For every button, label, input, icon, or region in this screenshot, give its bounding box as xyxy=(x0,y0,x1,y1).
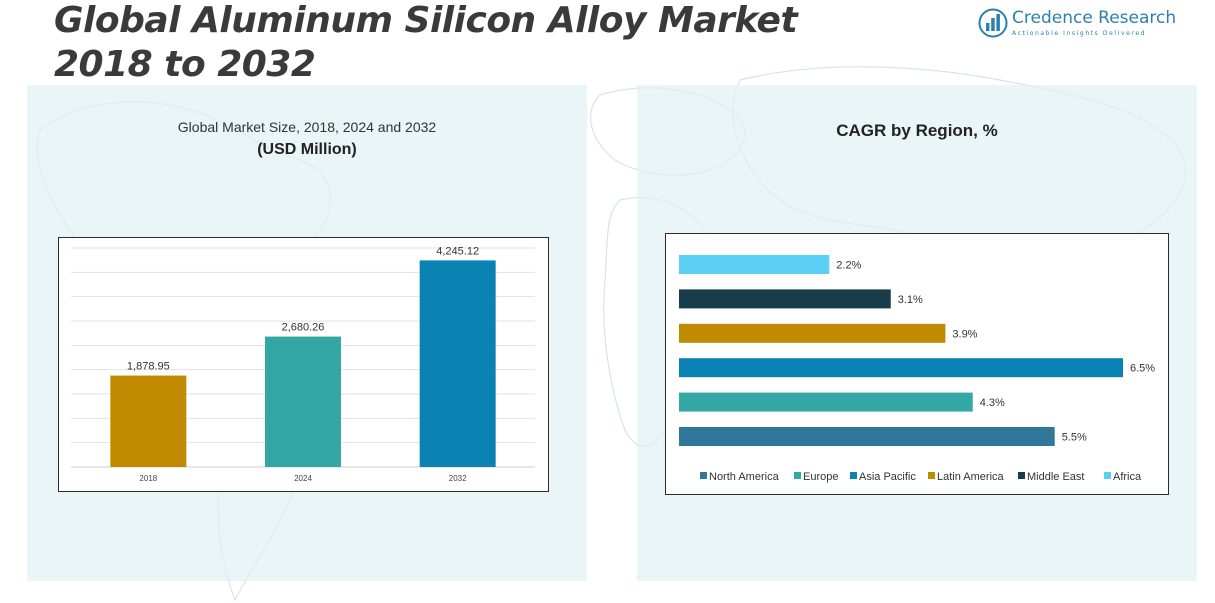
market-size-subtitle: Global Market Size, 2018, 2024 and 2032 xyxy=(177,119,437,135)
legend-item-latin-america[interactable]: Latin America xyxy=(928,470,1004,484)
bar-value-label: 3.1% xyxy=(898,294,923,306)
legend-item-middle-east[interactable]: Middle East xyxy=(1018,470,1084,484)
bar-2032 xyxy=(419,260,496,467)
legend-label: North America xyxy=(709,471,779,483)
logo-name: Credence Research xyxy=(1012,8,1177,28)
x-tick-label: 2024 xyxy=(294,474,312,483)
cagr-legend: North America Europe Asia Pacific Latin Ame… xyxy=(700,470,1141,486)
bar-value-label: 2,680.26 xyxy=(282,322,325,334)
x-tick-label: 2032 xyxy=(449,474,467,483)
market-size-unit: (USD Million) xyxy=(257,141,357,158)
cagr-horizontal-bar-chart: 2.2% 3.1% 3.9% 6.5% 4.3% 5.5% xyxy=(679,255,1155,446)
bar-value-label: 3.9% xyxy=(952,328,977,340)
legend-item-africa[interactable]: Africa xyxy=(1104,470,1141,484)
market-size-bar-chart: 1,878.95 2018 2,680.26 2024 4,245.12 2032 xyxy=(71,245,535,483)
legend-item-asia-pacific[interactable]: Asia Pacific xyxy=(850,470,916,484)
page-title-line-2: 2018 to 2032 xyxy=(54,44,316,85)
bar-value-label: 5.5% xyxy=(1062,432,1087,444)
legend-label: Europe xyxy=(803,471,839,483)
cagr-chart-frame: 2.2% 3.1% 3.9% 6.5% 4.3% 5.5% xyxy=(665,233,1169,495)
bar-africa xyxy=(679,255,830,274)
bar-value-label: 4.3% xyxy=(980,397,1005,409)
x-tick-label: 2018 xyxy=(139,474,157,483)
bar-north-america xyxy=(679,427,1055,446)
bar-europe xyxy=(679,392,973,412)
logo-tagline: Actionable Insights Delivered xyxy=(1012,30,1147,37)
legend-item-north-america[interactable]: North America xyxy=(700,470,779,484)
legend-swatch xyxy=(850,472,857,479)
bar-latin-america xyxy=(679,323,946,343)
legend-label: Africa xyxy=(1113,471,1142,483)
bar-value-label: 4,245.12 xyxy=(436,245,479,257)
cagr-title: CAGR by Region, % xyxy=(836,121,998,140)
bar-2018 xyxy=(110,375,187,467)
bar-value-label: 2.2% xyxy=(836,260,861,272)
credence-research-logo[interactable]: Credence Research Actionable Insights De… xyxy=(978,8,1178,42)
bar-middle-east xyxy=(679,289,891,309)
page-title-line-1: Global Aluminum Silicon Alloy Market xyxy=(54,0,798,41)
bar-chart-circle-icon xyxy=(978,8,1008,38)
bar-2024 xyxy=(265,336,341,467)
legend-label: Middle East xyxy=(1027,471,1085,483)
bar-value-label: 6.5% xyxy=(1130,363,1155,375)
market-size-chart-frame: 1,878.95 2018 2,680.26 2024 4,245.12 2032 xyxy=(58,237,549,492)
legend-item-europe[interactable]: Europe xyxy=(794,470,838,484)
legend-label: Asia Pacific xyxy=(859,471,916,483)
legend-swatch xyxy=(1018,472,1025,479)
legend-swatch xyxy=(700,472,707,479)
legend-swatch xyxy=(1104,472,1111,479)
bar-asia-pacific xyxy=(679,358,1123,378)
bar-value-label: 1,878.95 xyxy=(127,361,170,373)
legend-label: Latin America xyxy=(937,471,1004,483)
legend-swatch xyxy=(928,472,935,479)
legend-swatch xyxy=(794,472,801,479)
